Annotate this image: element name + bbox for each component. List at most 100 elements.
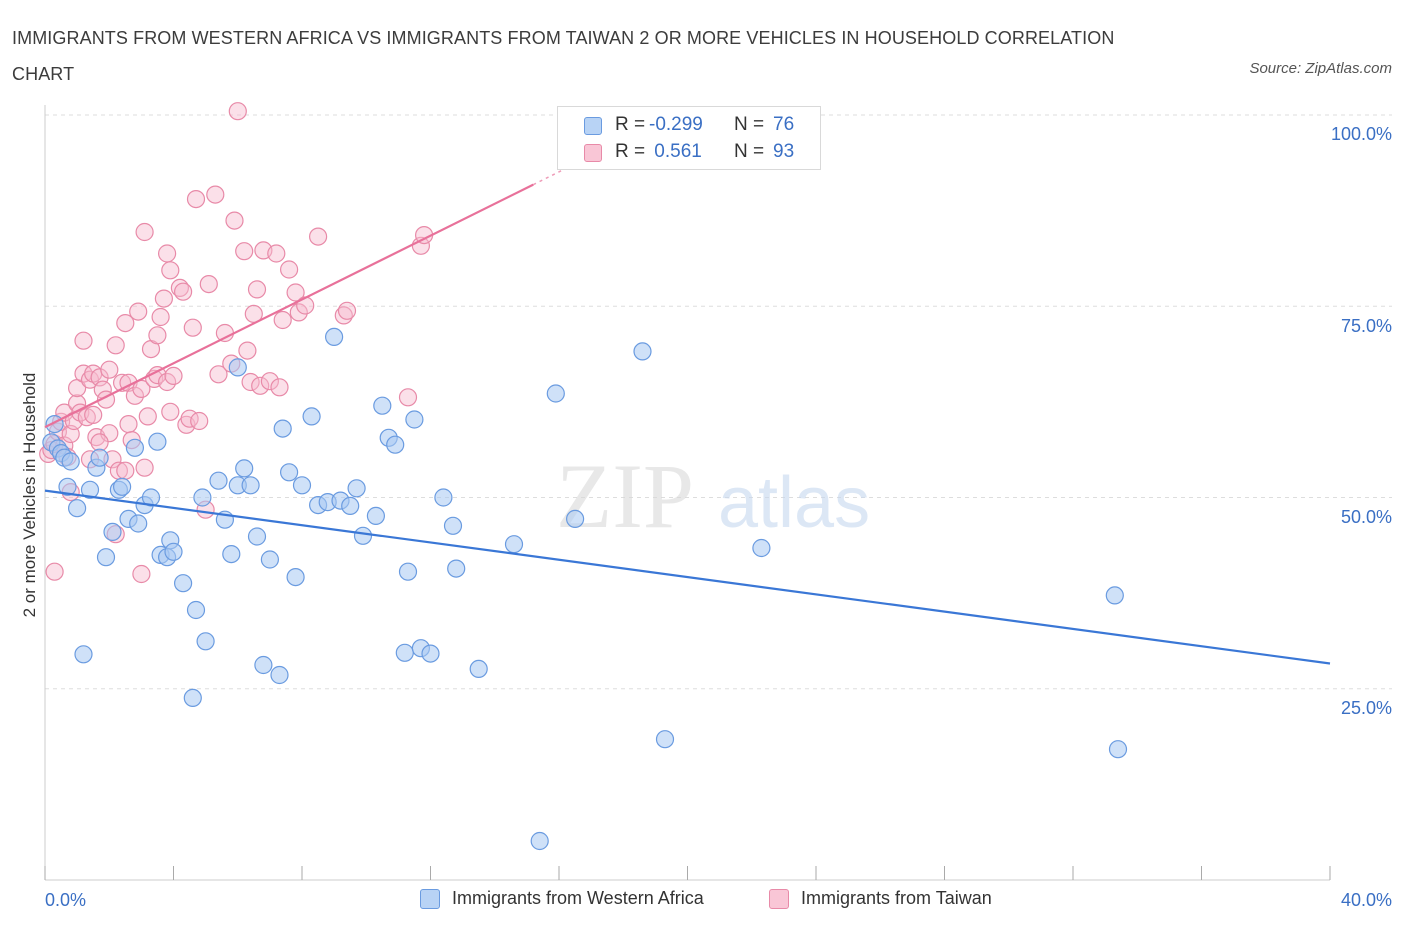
watermark-zip: ZIP (556, 445, 694, 547)
watermark-atlas: atlas (718, 463, 870, 543)
point-western-africa (129, 514, 148, 533)
point-taiwan (132, 564, 151, 584)
point-western-africa (148, 432, 167, 451)
legend-n-label-2: N = (734, 141, 765, 162)
point-western-africa (183, 688, 202, 708)
point-western-africa (254, 655, 273, 675)
point-taiwan (337, 301, 357, 320)
point-western-africa (90, 448, 109, 467)
point-taiwan (296, 296, 315, 315)
point-western-africa (58, 477, 77, 496)
correlation-legend: R = -0.299 N = 76 R = 0.561 N = 93 (557, 106, 821, 170)
point-western-africa (235, 459, 254, 478)
point-western-africa (164, 542, 183, 561)
legend-r-value-western-africa: -0.299 (649, 114, 703, 135)
point-western-africa (434, 488, 453, 507)
point-western-africa (292, 476, 312, 495)
point-western-africa (247, 527, 267, 546)
x-tick-min: 0.0% (45, 890, 87, 910)
legend-r-label-2: R = (615, 141, 646, 162)
point-western-africa (112, 477, 132, 496)
point-western-africa (366, 506, 385, 526)
legend-item-western-africa[interactable]: Immigrants from Western Africa (420, 888, 704, 909)
point-western-africa (752, 538, 771, 558)
legend-r-value-taiwan: 0.561 (649, 141, 702, 162)
source-label: Source: ZipAtlas.com (1249, 60, 1392, 77)
point-taiwan (235, 242, 254, 261)
point-taiwan (135, 222, 154, 242)
point-western-africa (1105, 586, 1124, 605)
point-taiwan (100, 360, 119, 379)
y-tick-75: 75.0% (1340, 316, 1392, 336)
point-western-africa (469, 659, 488, 679)
point-taiwan (247, 280, 267, 299)
point-western-africa (103, 522, 122, 542)
point-taiwan (309, 227, 328, 246)
legend-swatch (420, 888, 440, 909)
point-western-africa (395, 643, 414, 662)
point-taiwan (129, 302, 148, 321)
point-western-africa (405, 410, 424, 429)
point-western-africa (1108, 740, 1128, 759)
point-western-africa (174, 574, 193, 593)
point-taiwan (267, 244, 286, 263)
point-taiwan (206, 185, 225, 204)
point-western-africa (80, 480, 100, 499)
legend-swatch (769, 888, 789, 909)
legend-n-value-taiwan: 93 (773, 141, 795, 162)
legend-item-label: Immigrants from Western Africa (452, 888, 704, 908)
point-taiwan (164, 366, 183, 385)
legend-item-taiwan[interactable]: Immigrants from Taiwan (769, 888, 992, 909)
point-western-africa (504, 535, 524, 554)
point-taiwan (100, 424, 119, 443)
point-western-africa (341, 496, 360, 515)
point-western-africa (546, 384, 565, 403)
point-taiwan (158, 244, 177, 263)
gridlines (45, 114, 1392, 690)
point-western-africa (398, 562, 418, 581)
y-tick-100: 100.0% (1330, 124, 1392, 144)
point-western-africa (193, 488, 212, 507)
point-western-africa (421, 644, 440, 663)
point-taiwan (106, 336, 125, 355)
point-taiwan (116, 461, 135, 480)
point-western-africa (228, 358, 247, 377)
point-western-africa (141, 488, 161, 507)
point-taiwan (116, 314, 135, 333)
point-taiwan (270, 378, 289, 397)
point-western-africa (270, 665, 289, 685)
point-taiwan (209, 365, 228, 384)
y-tick-25: 25.0% (1340, 698, 1392, 718)
point-taiwan (199, 275, 218, 294)
point-western-africa (325, 327, 344, 346)
trend-line-taiwan (44, 183, 534, 429)
chart-title: IMMIGRANTS FROM WESTERN AFRICA VS IMMIGR… (12, 28, 1115, 84)
point-western-africa (286, 567, 305, 587)
point-taiwan (186, 190, 206, 209)
point-western-africa (74, 645, 93, 664)
point-western-africa (347, 479, 366, 498)
legend-swatch-western-africa (584, 117, 602, 135)
point-taiwan (398, 388, 418, 407)
point-western-africa (241, 476, 260, 495)
point-western-africa (67, 499, 87, 518)
legend-n-label: N = (734, 114, 765, 135)
trend-lines (44, 147, 1331, 665)
point-taiwan (260, 372, 279, 391)
series-western-africa-points (42, 327, 1128, 851)
point-taiwan (84, 405, 103, 424)
point-taiwan (273, 310, 292, 330)
point-taiwan (241, 372, 260, 392)
point-western-africa (273, 419, 292, 438)
point-taiwan (74, 331, 93, 350)
point-western-africa (655, 730, 675, 749)
point-western-africa (280, 463, 299, 482)
point-taiwan (174, 282, 193, 301)
point-taiwan (289, 303, 308, 322)
series-legend: Immigrants from Western Africa Immigrant… (0, 888, 1406, 916)
point-western-africa (61, 452, 80, 471)
point-western-africa (447, 559, 466, 578)
point-western-africa (565, 509, 585, 529)
point-western-africa (196, 632, 215, 651)
point-taiwan (183, 318, 202, 337)
